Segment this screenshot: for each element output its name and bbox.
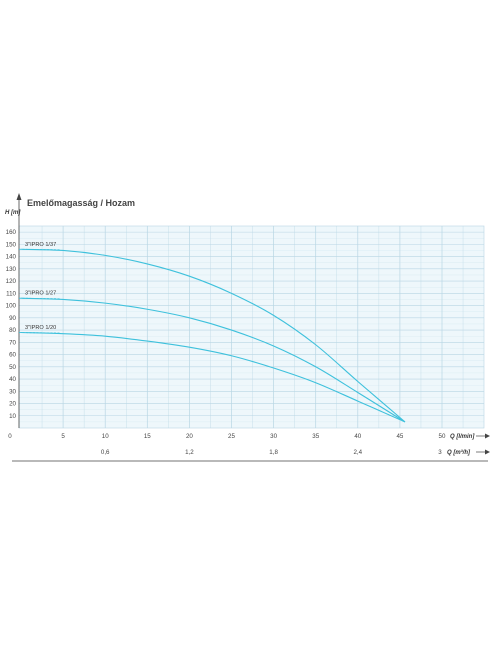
y-tick-label: 160 — [6, 229, 17, 236]
labels: 1020304050607080901001101201301401501600… — [6, 229, 446, 456]
chart-title: Emelőmagasság / Hozam — [27, 198, 135, 208]
y-tick-label: 20 — [9, 401, 16, 408]
x2-tick-label: 2,4 — [353, 449, 362, 456]
x2-tick-label: 1,2 — [185, 449, 194, 456]
x-tick-label: 30 — [270, 433, 277, 440]
y-tick-label: 10 — [9, 413, 16, 420]
curves — [18, 248, 406, 423]
x-tick-label: 15 — [144, 433, 151, 440]
x-tick-label: 5 — [61, 433, 65, 440]
y-tick-label: 130 — [6, 266, 17, 273]
x2-tick-label: 0,6 — [101, 449, 110, 456]
x-axis-label: Q [l/min] — [450, 434, 475, 440]
y-tick-label: 120 — [6, 278, 17, 285]
series-dash-line — [18, 332, 62, 334]
y-tick-label: 60 — [9, 352, 16, 359]
series-curve — [20, 331, 406, 423]
series-label: 3"IPRO 1/37 — [25, 242, 56, 248]
y-tick-label: 80 — [9, 327, 16, 334]
series-dash-line — [18, 248, 62, 251]
x-tick-label: 25 — [228, 433, 235, 440]
y-tick-label: 110 — [6, 290, 16, 297]
x2-tick-label: 1,8 — [269, 449, 278, 456]
y-tick-label: 30 — [9, 388, 16, 395]
x-tick-label: 20 — [186, 433, 193, 440]
series-label: 3"IPRO 1/20 — [25, 325, 56, 331]
x2-axis-arrow-icon — [485, 449, 490, 455]
series-curve — [20, 297, 406, 423]
x-tick-label: 35 — [312, 433, 319, 440]
x-tick-label: 0 — [8, 433, 12, 440]
series-label: 3"IPRO 1/27 — [25, 291, 56, 297]
y-tick-label: 140 — [6, 254, 17, 261]
y-tick-label: 70 — [9, 339, 16, 346]
axes — [12, 193, 490, 462]
y-tick-label: 100 — [6, 303, 17, 310]
y-tick-label: 90 — [9, 315, 16, 322]
y-axis-arrow-icon — [16, 193, 22, 200]
x-tick-label: 50 — [439, 433, 446, 440]
x-axis-arrow-icon — [485, 433, 490, 439]
x-tick-label: 10 — [102, 433, 109, 440]
plot-area — [18, 225, 485, 429]
x-tick-label: 40 — [354, 433, 361, 440]
x-tick-label: 45 — [396, 433, 403, 440]
x2-axis-label: Q [m³/h] — [447, 449, 471, 456]
series-dash-line — [18, 297, 62, 300]
plot-background — [19, 226, 484, 428]
y-tick-label: 40 — [9, 376, 16, 383]
y-axis-label: H [m] — [5, 210, 21, 216]
y-tick-label: 50 — [9, 364, 16, 371]
series-curve — [20, 248, 406, 423]
x2-tick-label: 3 — [438, 449, 442, 456]
y-tick-label: 150 — [6, 241, 17, 248]
